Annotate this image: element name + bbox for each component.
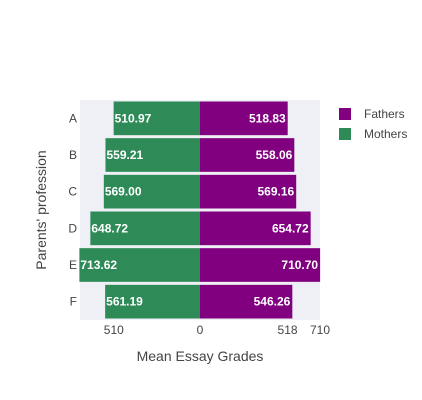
bars-layer bbox=[79, 101, 321, 319]
legend-item-mothers[interactable]: Mothers bbox=[339, 127, 407, 141]
bar-fathers-f[interactable] bbox=[200, 284, 293, 319]
bar-label-mothers-e: 713.62 bbox=[80, 258, 117, 272]
bar-label-fathers-f: 546.26 bbox=[254, 295, 291, 309]
bar-label-fathers-b: 558.06 bbox=[256, 148, 293, 162]
y-axis-ticks: A B C D E F bbox=[68, 111, 77, 308]
bar-fathers-d[interactable] bbox=[200, 211, 311, 246]
y-tick-label-f: F bbox=[70, 295, 77, 309]
bar-mothers-e[interactable] bbox=[79, 248, 200, 282]
bar-mothers-b[interactable] bbox=[105, 138, 200, 172]
bar-mothers-f[interactable] bbox=[105, 284, 200, 319]
bar-label-mothers-b: 559.21 bbox=[106, 148, 143, 162]
y-tick-label-b: B bbox=[69, 148, 77, 162]
bar-label-mothers-a: 510.97 bbox=[115, 111, 152, 125]
legend-label-mothers: Mothers bbox=[364, 127, 407, 141]
bar-mothers-c[interactable] bbox=[103, 174, 200, 209]
bar-label-mothers-d: 648.72 bbox=[91, 221, 128, 235]
x-tick-label-1: 0 bbox=[197, 323, 204, 337]
legend[interactable]: Fathers Mothers bbox=[339, 107, 407, 141]
bar-label-mothers-f: 561.19 bbox=[106, 295, 143, 309]
bar-fathers-e[interactable] bbox=[200, 248, 321, 282]
y-axis-title: Parents' profession bbox=[33, 150, 49, 269]
y-tick-label-c: C bbox=[68, 185, 77, 199]
x-axis-ticks: 510 0 518 710 bbox=[104, 323, 331, 337]
plot-background bbox=[80, 100, 320, 320]
x-axis-title: Mean Essay Grades bbox=[137, 348, 264, 364]
legend-swatch-mothers bbox=[339, 128, 351, 140]
bar-label-fathers-a: 518.83 bbox=[249, 111, 286, 125]
bar-fathers-b[interactable] bbox=[200, 138, 295, 172]
bar-label-fathers-d: 654.72 bbox=[272, 221, 309, 235]
bar-fathers-c[interactable] bbox=[200, 174, 297, 209]
x-tick-label-3: 710 bbox=[310, 323, 330, 337]
legend-swatch-fathers bbox=[339, 108, 351, 120]
y-tick-label-e: E bbox=[69, 258, 77, 272]
x-tick-label-0: 510 bbox=[104, 323, 124, 337]
bar-mothers-a[interactable] bbox=[113, 101, 200, 136]
legend-label-fathers: Fathers bbox=[364, 107, 405, 121]
x-tick-label-2: 518 bbox=[278, 323, 298, 337]
y-tick-label-d: D bbox=[68, 221, 77, 235]
bar-fathers-a[interactable] bbox=[200, 101, 288, 136]
bar-label-mothers-c: 569.00 bbox=[105, 185, 142, 199]
y-tick-label-a: A bbox=[69, 111, 77, 125]
legend-item-fathers[interactable]: Fathers bbox=[339, 107, 405, 121]
bar-labels-layer: 510.97 518.83 559.21 558.06 569.00 569.16 648.… bbox=[80, 111, 318, 308]
bar-mothers-d[interactable] bbox=[90, 211, 200, 246]
bar-label-fathers-c: 569.16 bbox=[257, 185, 294, 199]
bar-label-fathers-e: 710.70 bbox=[281, 258, 318, 272]
